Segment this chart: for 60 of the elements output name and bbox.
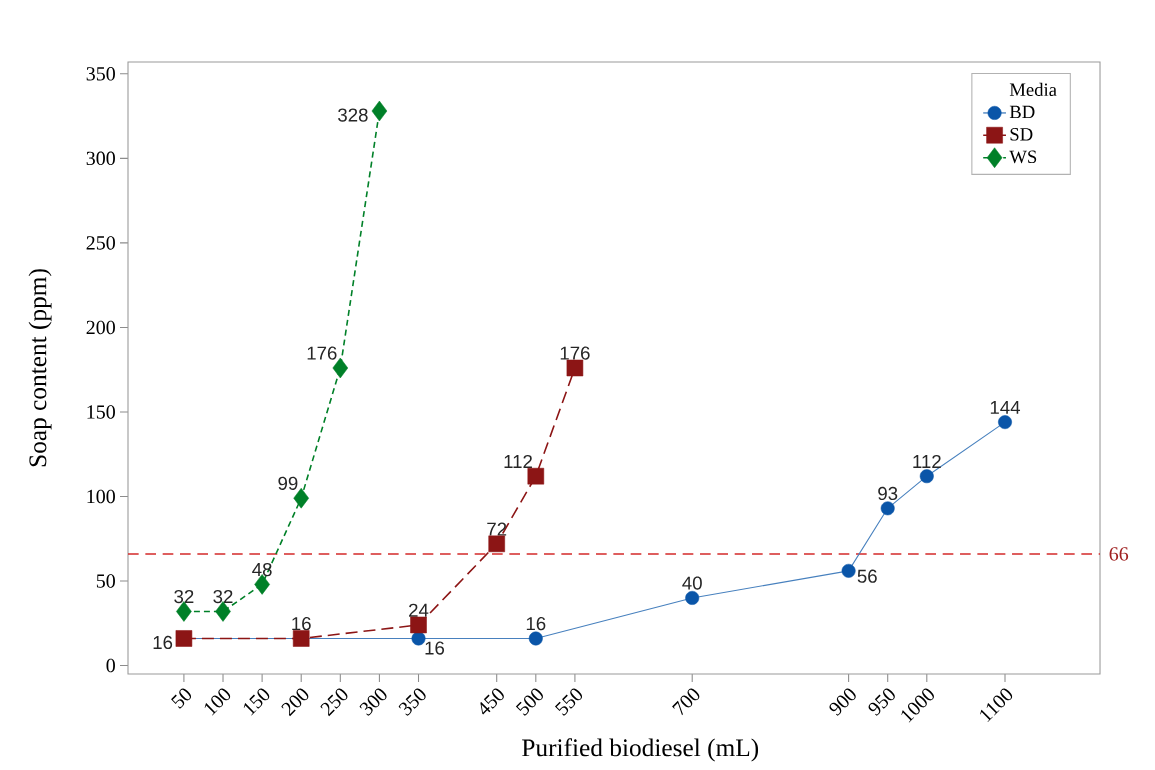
x-tick-label: 50 bbox=[171, 688, 192, 709]
data-label: 16 bbox=[292, 617, 311, 631]
x-tick-label: 300 bbox=[359, 688, 387, 716]
legend-label: BD bbox=[1009, 105, 1035, 119]
data-label: 24 bbox=[409, 603, 429, 617]
data-label: 32 bbox=[174, 589, 194, 604]
data-label: 93 bbox=[878, 486, 898, 501]
data-label: 72 bbox=[487, 522, 507, 536]
data-label: 144 bbox=[990, 400, 1021, 414]
y-axis-title: Soap content (ppm) bbox=[28, 269, 52, 467]
data-label: 112 bbox=[504, 454, 532, 468]
legend-label: SD bbox=[1010, 128, 1033, 141]
data-label: 176 bbox=[560, 346, 590, 360]
point bbox=[292, 630, 310, 647]
data-label: 32 bbox=[213, 589, 233, 604]
point bbox=[566, 359, 584, 377]
point bbox=[841, 563, 856, 578]
ref-line-label: 66 bbox=[1109, 547, 1129, 561]
point bbox=[411, 631, 426, 646]
data-label: 40 bbox=[682, 576, 702, 590]
data-label: 56 bbox=[857, 569, 877, 583]
x-tick-label: 950 bbox=[868, 688, 895, 716]
y-tick-label: 200 bbox=[86, 320, 115, 335]
point bbox=[410, 616, 427, 634]
y-tick-label: 150 bbox=[87, 405, 115, 419]
y-tick-label: 250 bbox=[86, 236, 115, 250]
point bbox=[527, 467, 545, 485]
data-label: 48 bbox=[252, 562, 272, 577]
legend-title: Media bbox=[1009, 82, 1057, 97]
point bbox=[488, 535, 505, 553]
x-tick-label: 900 bbox=[829, 688, 856, 716]
y-tick-label: 0 bbox=[106, 658, 115, 673]
data-label: 16 bbox=[425, 641, 445, 655]
x-axis-title: Purified biodiesel (mL) bbox=[522, 738, 759, 762]
data-label: 328 bbox=[338, 108, 368, 122]
x-tick-label: 350 bbox=[398, 688, 426, 716]
y-tick-label: 50 bbox=[96, 574, 115, 588]
y-tick-label: 100 bbox=[87, 489, 115, 504]
x-tick-label: 550 bbox=[554, 688, 583, 716]
x-tick-label: 250 bbox=[320, 688, 348, 717]
point bbox=[919, 469, 934, 484]
point bbox=[528, 631, 543, 646]
x-tick-label: 100 bbox=[204, 688, 231, 716]
point bbox=[685, 590, 700, 605]
x-tick-label: 700 bbox=[672, 688, 700, 716]
data-label: 99 bbox=[278, 476, 298, 490]
data-label: 176 bbox=[307, 346, 337, 360]
x-tick-label: 500 bbox=[515, 688, 543, 716]
x-tick-label: 200 bbox=[281, 688, 309, 717]
y-tick-label: 350 bbox=[86, 67, 115, 81]
x-tick-label: 450 bbox=[480, 688, 504, 715]
legend-label: WS bbox=[1009, 150, 1037, 164]
point bbox=[880, 501, 895, 516]
point bbox=[371, 100, 388, 122]
data-label: 16 bbox=[153, 635, 173, 650]
point bbox=[998, 415, 1012, 430]
data-label: 16 bbox=[526, 617, 546, 631]
x-tick-label: 150 bbox=[243, 688, 270, 716]
data-label: 112 bbox=[913, 454, 941, 468]
y-tick-label: 300 bbox=[86, 151, 115, 166]
